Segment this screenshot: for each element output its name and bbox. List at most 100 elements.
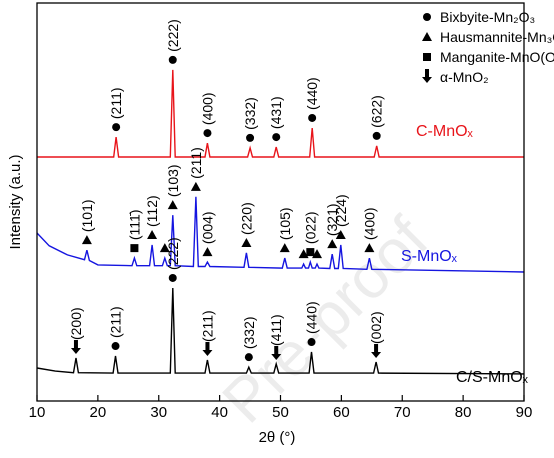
peak-marker-shape xyxy=(372,131,381,140)
peak-marker xyxy=(190,181,201,191)
peak-marker-shape xyxy=(111,342,120,351)
peak-marker xyxy=(364,243,375,253)
peak-marker-shape xyxy=(272,133,281,142)
peak-label: (321) xyxy=(324,203,340,236)
peak-label: (112) xyxy=(144,195,160,227)
peak-marker-shape xyxy=(374,343,379,352)
legend-label: Hausmannite-Mn₃O₄ xyxy=(440,29,554,45)
legend-marker-shape xyxy=(422,32,432,41)
peak-marker xyxy=(168,273,177,282)
peak-label: (211) xyxy=(188,147,204,179)
peak-marker-shape xyxy=(202,247,213,257)
peak-marker xyxy=(130,244,139,253)
peak-label: (004) xyxy=(199,211,215,244)
peak-label: (400) xyxy=(361,207,377,240)
peak-marker xyxy=(202,247,213,257)
legend-label: Manganite-MnO(OH) xyxy=(440,49,554,65)
peak-label: (200) xyxy=(68,307,84,340)
peak-label: (103) xyxy=(165,164,181,197)
peak-marker xyxy=(111,342,120,351)
peak-marker xyxy=(271,345,282,360)
peak-label: (002) xyxy=(368,311,384,344)
series-line xyxy=(36,196,525,273)
peak-marker-shape xyxy=(112,123,121,132)
x-tick-label: 40 xyxy=(211,404,228,421)
peak-marker xyxy=(272,133,281,142)
legend-marker xyxy=(422,32,432,41)
peak-marker-shape xyxy=(335,229,346,239)
peak-marker-shape xyxy=(203,129,212,138)
peak-label: (431) xyxy=(268,96,284,129)
peak-label: (332) xyxy=(241,316,257,349)
legend-marker-shape xyxy=(425,69,429,77)
peak-marker xyxy=(70,340,81,355)
peak-label: (440) xyxy=(304,77,320,110)
peak-marker-shape xyxy=(327,239,338,249)
peak-marker xyxy=(246,133,255,142)
peak-label: (220) xyxy=(238,202,254,235)
peak-marker xyxy=(312,249,323,259)
peak-marker xyxy=(203,129,212,138)
peak-marker-shape xyxy=(279,243,290,253)
peak-label: (211) xyxy=(108,306,124,338)
peak-marker xyxy=(241,237,252,247)
peak-marker xyxy=(168,55,177,64)
peak-label: (440) xyxy=(304,301,320,334)
x-tick-label: 20 xyxy=(90,404,107,421)
plot-frame xyxy=(36,2,525,402)
x-tick-label: 90 xyxy=(516,404,533,421)
peak-marker-shape xyxy=(205,342,210,351)
peak-label: (105) xyxy=(277,207,293,240)
peak-marker-shape xyxy=(274,345,279,354)
peak-marker-shape xyxy=(306,248,315,257)
peak-label: (111̄) xyxy=(126,210,142,241)
peak-label: (332) xyxy=(242,97,258,130)
peak-marker-shape xyxy=(371,351,382,358)
peak-marker xyxy=(335,229,346,239)
peak-label: (224) xyxy=(333,194,349,227)
peak-marker-shape xyxy=(147,229,158,239)
peak-marker-shape xyxy=(307,338,316,347)
series-line xyxy=(36,287,525,375)
series-line xyxy=(37,69,524,158)
peak-marker-shape xyxy=(364,243,375,253)
peak-label: (222) xyxy=(165,19,181,52)
peak-marker-shape xyxy=(312,249,323,259)
peak-label: (222) xyxy=(165,237,181,270)
peak-label: (211) xyxy=(199,310,215,342)
peak-marker-shape xyxy=(73,340,78,349)
peak-label: (101) xyxy=(79,199,95,232)
peak-marker-shape xyxy=(168,55,177,64)
legend-marker xyxy=(423,13,431,21)
series-label: C/S-MnOₓ xyxy=(456,369,529,386)
peak-label: (411) xyxy=(268,314,284,346)
x-tick-label: 50 xyxy=(272,404,289,421)
x-tick-label: 30 xyxy=(150,404,167,421)
peak-label: (022) xyxy=(302,211,318,244)
peak-marker-shape xyxy=(167,200,178,210)
x-tick-label: 70 xyxy=(394,404,411,421)
peak-marker xyxy=(202,342,213,357)
peak-marker-shape xyxy=(241,237,252,247)
legend-marker-shape xyxy=(423,53,431,61)
legend-label: Bixbyite-Mn₂O₃ xyxy=(440,9,535,25)
peak-marker-shape xyxy=(168,273,177,282)
x-tick-label: 80 xyxy=(455,404,472,421)
peak-marker xyxy=(167,200,178,210)
peak-marker xyxy=(244,353,253,362)
peak-marker xyxy=(298,249,309,259)
legend-label: α-MnO₂ xyxy=(440,69,489,85)
peak-marker xyxy=(308,113,317,122)
legend-marker-shape xyxy=(423,13,431,21)
peak-marker-shape xyxy=(271,353,282,360)
peak-marker xyxy=(112,123,121,132)
peak-label: (211) xyxy=(108,87,124,119)
peak-marker-shape xyxy=(190,181,201,191)
peak-marker-shape xyxy=(298,249,309,259)
peak-marker xyxy=(306,248,315,257)
peak-marker xyxy=(371,343,382,358)
peak-marker-shape xyxy=(81,235,92,245)
legend-marker xyxy=(423,53,431,61)
peak-marker xyxy=(307,338,316,347)
